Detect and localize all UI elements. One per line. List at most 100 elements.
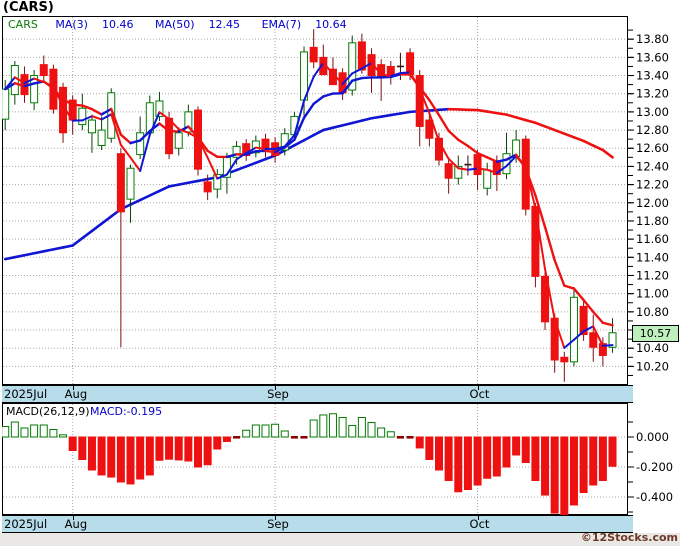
month-tick [72,516,74,520]
month-gridlines [72,17,479,384]
price-axis-label: 12.40 [636,159,669,173]
ma3-line [4,61,614,349]
macd-params-label: MACD(26,12,9) [6,405,90,418]
macd-bar-positive [357,417,366,438]
macd-bar-negative [521,436,530,463]
candle-up [136,132,145,156]
legend-ma50-value: 12.45 [208,18,241,31]
macd-bar-negative [531,436,540,481]
price-axis-label: 11.80 [636,214,669,228]
price-legend: CARS MA(3) 10.46 MA(50) 12.45 EMA(7) 10.64 [8,18,365,31]
legend-ema7-label: EMA(7) [261,18,302,31]
bottom-margin [0,533,680,546]
macd-bar-positive [1,426,10,438]
candle-down [425,119,434,139]
month-label: 2025Jul [4,517,48,531]
macd-bar-negative [444,436,453,481]
macd-bar-negative [184,436,193,462]
candle-up [155,100,164,117]
candle-down [444,163,453,179]
macd-bar-positive [280,430,289,438]
month-axis-strip-top: 2025Jul Aug Sep Oct [2,385,633,403]
price-axis-label: 11.60 [636,232,669,246]
macd-bar-negative [541,436,550,496]
macd-bar-negative [213,436,222,450]
price-axis-label: 11.40 [636,250,669,264]
month-label: Aug [64,517,88,531]
month-label: Oct [469,517,490,531]
candle-up [348,42,357,91]
candle-up [126,167,135,200]
month-label: Sep [267,387,289,401]
price-axis-label: 10.20 [636,359,669,373]
macd-bar-negative [194,436,202,468]
legend-symbol: CARS [8,18,38,31]
macd-bar-near-zero [233,436,241,439]
macd-bar-positive [377,427,386,438]
price-chart: 13.80 13.60 13.40 13.20 13.00 12.80 12.60 12.40… [1,16,679,385]
macd-bar-negative [174,436,183,461]
candle-down [579,305,588,336]
macd-bar-positive [20,427,29,438]
macd-bar-negative [502,436,511,468]
candle-up [174,132,183,149]
macd-bar-positive [59,434,68,438]
candle-up [483,169,492,189]
macd-bar-positive [271,423,280,438]
macd-bar-negative [425,436,434,460]
macd-bar-negative [68,436,77,451]
month-tick [72,386,74,390]
macd-bar-near-zero [300,436,308,439]
macd-bar-positive [319,414,328,438]
macd-bar-positive [386,431,395,438]
macd-axis-label: 0.000 [636,430,669,444]
macd-bar-negative [550,436,559,514]
candle-down [521,138,530,210]
month-tick [477,386,479,390]
candle-up [30,75,39,104]
candle-up [232,145,241,158]
macd-bar-negative [454,436,463,493]
macd-bar-positive [10,421,19,438]
macd-bar-negative [126,436,135,485]
ma50-line [3,107,614,261]
price-axis-labels: 13.80 13.60 13.40 13.20 13.00 12.80 12.60 12.40… [628,32,669,373]
macd-bar-negative [203,436,212,466]
month-gridlines [72,404,479,514]
macd-bar-negative [222,436,231,442]
month-tick [477,516,479,520]
candle-down [415,75,424,127]
price-axis-label: 13.40 [636,69,669,83]
candle-down [531,205,540,277]
macd-bar-positive [261,424,270,438]
candle-down [560,356,569,363]
price-axis-label: 11.20 [636,268,669,282]
price-axis-label: 10.80 [636,305,669,319]
candle-down [309,46,318,63]
macd-bar-negative [435,436,443,471]
macd-bar-negative [579,436,588,493]
candle-up [87,119,96,134]
candle-up [78,107,87,126]
price-axis-label: 13.80 [636,32,669,46]
macd-bar-negative [116,436,125,483]
macd-bar-negative [463,436,472,490]
macd-bar-negative [165,436,174,460]
price-axis-label: 11.00 [636,287,669,301]
macd-bar-negative [145,436,154,476]
month-axis-strip-bottom: 2025Jul Aug Sep Oct [2,515,633,533]
macd-bar-positive [328,413,337,438]
macd-bar-positive [348,424,357,438]
month-label: Oct [469,387,490,401]
macd-value-label: MACD:-0.195 [90,405,163,418]
price-axis-label: 12.80 [636,123,669,137]
macd-bar-near-zero [396,436,404,439]
macd-bar-negative [560,436,569,516]
macd-bar-near-zero [406,436,414,439]
price-axis-label: 12.00 [636,196,669,210]
macd-bar-negative [107,436,116,478]
macd-bar-negative [598,436,607,481]
macd-bar-positive [49,429,58,438]
macd-bar-negative [87,436,96,471]
